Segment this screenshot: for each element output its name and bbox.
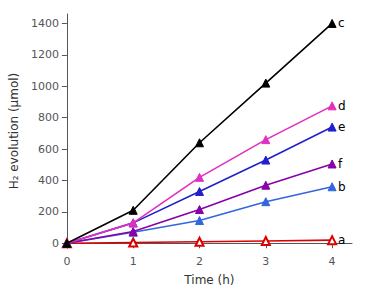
svg-text:600: 600 xyxy=(38,143,59,156)
svg-text:d: d xyxy=(338,99,346,113)
svg-text:b: b xyxy=(338,180,346,194)
svg-text:1: 1 xyxy=(130,255,137,268)
svg-text:2: 2 xyxy=(196,255,203,268)
svg-text:Time (h): Time (h) xyxy=(183,273,234,287)
svg-text:1200: 1200 xyxy=(31,48,59,61)
svg-text:c: c xyxy=(338,16,345,30)
svg-text:800: 800 xyxy=(38,111,59,124)
svg-text:1000: 1000 xyxy=(31,80,59,93)
svg-text:3: 3 xyxy=(262,255,269,268)
svg-text:0: 0 xyxy=(63,255,70,268)
svg-text:4: 4 xyxy=(329,255,336,268)
svg-text:a: a xyxy=(338,233,345,247)
svg-text:1400: 1400 xyxy=(31,17,59,30)
svg-text:H₂ evolution (μmol): H₂ evolution (μmol) xyxy=(7,73,21,190)
svg-text:400: 400 xyxy=(38,174,59,187)
svg-text:0: 0 xyxy=(52,237,59,250)
svg-text:f: f xyxy=(338,157,343,171)
svg-text:e: e xyxy=(338,120,345,134)
svg-text:200: 200 xyxy=(38,205,59,218)
